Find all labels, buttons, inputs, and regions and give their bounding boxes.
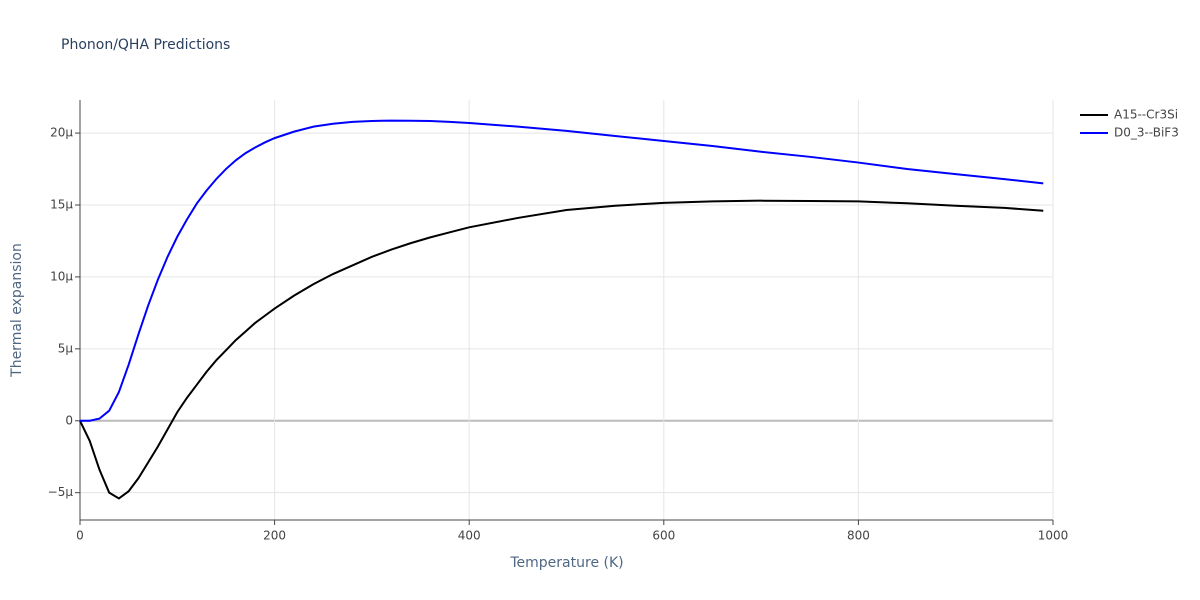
x-tick-label: 200 xyxy=(263,529,286,543)
y-tick-label: 15μ xyxy=(50,198,73,212)
y-tick-label: 20μ xyxy=(50,126,73,140)
y-tick-label: 5μ xyxy=(58,341,74,355)
x-tick-label: 0 xyxy=(76,529,84,543)
x-tick-label: 400 xyxy=(458,529,481,543)
legend-label: A15--Cr3Si xyxy=(1114,108,1178,122)
x-tick-label: 600 xyxy=(652,529,675,543)
x-axis-title: Temperature (K) xyxy=(509,555,623,571)
chart-title: Phonon/QHA Predictions xyxy=(61,37,230,53)
line-series xyxy=(80,119,1044,422)
legend-label: D0_3--BiF3 xyxy=(1114,126,1179,140)
y-tick-label: −5μ xyxy=(48,485,74,499)
x-tick-label: 800 xyxy=(847,529,870,543)
line-series xyxy=(79,199,1044,500)
y-axis-title: Thermal expansion xyxy=(9,243,25,378)
y-tick-label: 10μ xyxy=(50,269,73,283)
y-tick-label: 0 xyxy=(65,413,73,427)
x-tick-label: 1000 xyxy=(1038,529,1069,543)
